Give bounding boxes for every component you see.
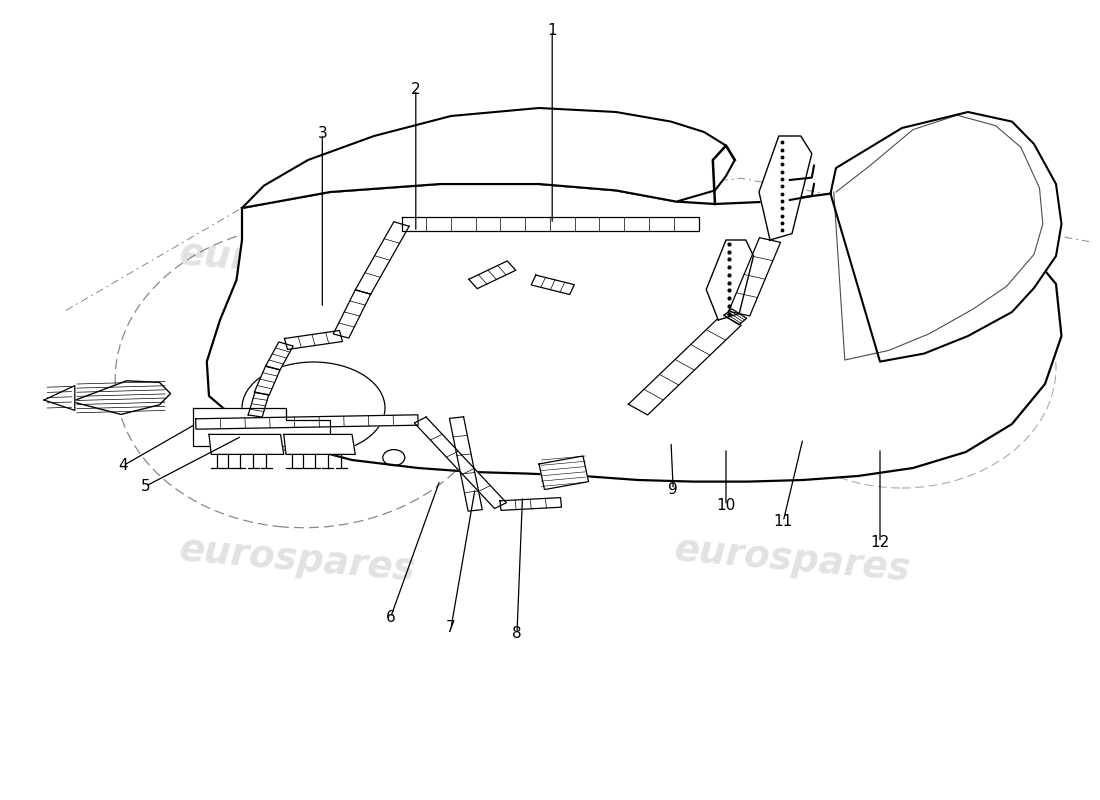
- Polygon shape: [254, 366, 280, 395]
- Polygon shape: [402, 217, 698, 231]
- Text: 9: 9: [669, 482, 678, 497]
- Text: 2: 2: [411, 82, 420, 97]
- Polygon shape: [355, 222, 409, 294]
- Polygon shape: [531, 275, 574, 294]
- Polygon shape: [728, 238, 781, 316]
- Polygon shape: [724, 309, 747, 325]
- Polygon shape: [284, 434, 355, 454]
- Polygon shape: [44, 386, 75, 410]
- Polygon shape: [450, 417, 482, 511]
- Polygon shape: [830, 112, 1062, 362]
- Text: 6: 6: [386, 610, 395, 625]
- Polygon shape: [196, 415, 418, 429]
- Polygon shape: [628, 314, 741, 415]
- Text: 10: 10: [716, 498, 736, 513]
- Text: eurospares: eurospares: [177, 532, 417, 588]
- Text: 4: 4: [119, 458, 128, 473]
- Polygon shape: [192, 408, 330, 446]
- Polygon shape: [266, 342, 293, 370]
- Text: eurospares: eurospares: [672, 532, 912, 588]
- Polygon shape: [500, 498, 561, 510]
- Polygon shape: [249, 393, 268, 417]
- Text: 3: 3: [318, 126, 327, 141]
- Polygon shape: [415, 417, 506, 509]
- Polygon shape: [207, 184, 1062, 482]
- Polygon shape: [706, 240, 754, 320]
- Polygon shape: [333, 290, 371, 338]
- Polygon shape: [72, 381, 170, 414]
- Polygon shape: [209, 434, 284, 454]
- Polygon shape: [469, 261, 516, 289]
- Text: 8: 8: [513, 626, 521, 641]
- Text: 5: 5: [141, 479, 150, 494]
- Polygon shape: [285, 330, 342, 350]
- Text: 11: 11: [773, 514, 793, 529]
- Polygon shape: [759, 136, 812, 240]
- Text: eurospares: eurospares: [177, 236, 417, 292]
- Text: 7: 7: [447, 621, 455, 635]
- Text: eurospares: eurospares: [672, 236, 912, 292]
- Text: 12: 12: [870, 535, 890, 550]
- Text: 1: 1: [548, 23, 557, 38]
- Polygon shape: [539, 456, 588, 490]
- Polygon shape: [242, 108, 735, 208]
